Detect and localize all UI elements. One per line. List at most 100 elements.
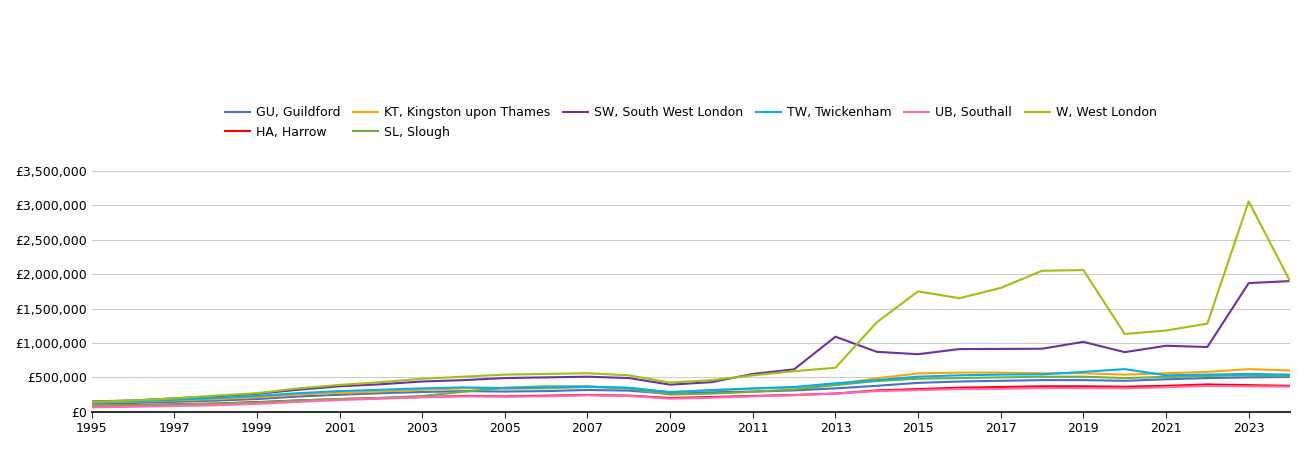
GU, Guildford (1075, 378, 1091, 383)
SL, Slough (497, 385, 513, 391)
SL, Slough (993, 375, 1009, 380)
HA, Harrow (455, 393, 471, 399)
GU, Guildford (827, 386, 843, 391)
UB, Southall (745, 394, 761, 399)
W, West London (207, 393, 223, 398)
TW, Twickenham (911, 374, 927, 379)
SL, Slough (951, 375, 967, 381)
SW, South West London (331, 383, 347, 389)
UB, Southall (84, 405, 99, 410)
KT, Kingston upon Thames (827, 382, 843, 387)
SW, South West London (1159, 343, 1174, 348)
HA, Harrow (745, 393, 761, 399)
GU, Guildford (249, 396, 265, 402)
TW, Twickenham (827, 381, 843, 386)
SL, Slough (331, 396, 347, 402)
TW, Twickenham (745, 386, 761, 391)
Legend: GU, Guildford, HA, Harrow, KT, Kingston upon Thames, SL, Slough, SW, South West : GU, Guildford, HA, Harrow, KT, Kingston … (219, 101, 1161, 144)
UB, Southall (663, 396, 679, 401)
TW, Twickenham (1241, 371, 1257, 377)
UB, Southall (249, 401, 265, 407)
HA, Harrow (621, 393, 637, 398)
KT, Kingston upon Thames (291, 392, 307, 397)
UB, Southall (291, 399, 307, 405)
HA, Harrow (911, 387, 927, 392)
W, West London (291, 386, 307, 391)
KT, Kingston upon Thames (745, 386, 761, 391)
KT, Kingston upon Thames (1283, 368, 1298, 373)
UB, Southall (415, 395, 431, 400)
KT, Kingston upon Thames (167, 398, 183, 403)
UB, Southall (1283, 384, 1298, 389)
HA, Harrow (125, 403, 141, 408)
HA, Harrow (1159, 383, 1174, 388)
SL, Slough (787, 387, 803, 392)
KT, Kingston upon Thames (1199, 369, 1215, 374)
W, West London (331, 382, 347, 387)
GU, Guildford (331, 392, 347, 397)
SW, South West London (1075, 339, 1091, 345)
HA, Harrow (373, 395, 389, 400)
W, West London (1159, 328, 1174, 333)
SW, South West London (787, 367, 803, 372)
Line: SL, Slough: SL, Slough (91, 375, 1291, 406)
W, West London (373, 379, 389, 385)
GU, Guildford (1035, 378, 1051, 383)
SW, South West London (167, 396, 183, 401)
TW, Twickenham (167, 397, 183, 402)
KT, Kingston upon Thames (911, 371, 927, 376)
SW, South West London (621, 375, 637, 381)
SW, South West London (1283, 279, 1298, 284)
SL, Slough (1075, 374, 1091, 379)
SW, South West London (291, 387, 307, 392)
UB, Southall (579, 392, 595, 398)
SL, Slough (167, 402, 183, 407)
GU, Guildford (1283, 374, 1298, 380)
HA, Harrow (84, 403, 99, 409)
KT, Kingston upon Thames (331, 390, 347, 396)
W, West London (84, 399, 99, 405)
HA, Harrow (951, 385, 967, 391)
SL, Slough (1159, 374, 1174, 380)
SW, South West London (1199, 344, 1215, 350)
UB, Southall (621, 393, 637, 399)
HA, Harrow (787, 392, 803, 398)
SL, Slough (621, 386, 637, 391)
KT, Kingston upon Thames (1075, 370, 1091, 376)
UB, Southall (1241, 383, 1257, 389)
KT, Kingston upon Thames (869, 376, 885, 381)
SL, Slough (249, 400, 265, 405)
HA, Harrow (579, 392, 595, 398)
HA, Harrow (827, 391, 843, 396)
UB, Southall (827, 391, 843, 396)
UB, Southall (1035, 385, 1051, 391)
TW, Twickenham (787, 384, 803, 390)
SL, Slough (373, 395, 389, 400)
HA, Harrow (1283, 383, 1298, 388)
TW, Twickenham (993, 372, 1009, 377)
HA, Harrow (249, 400, 265, 405)
W, West London (1075, 267, 1091, 273)
GU, Guildford (1241, 375, 1257, 380)
HA, Harrow (291, 398, 307, 403)
TW, Twickenham (1159, 373, 1174, 378)
GU, Guildford (579, 387, 595, 393)
UB, Southall (869, 388, 885, 394)
SW, South West London (497, 375, 513, 381)
SW, South West London (373, 382, 389, 387)
W, West London (663, 380, 679, 385)
UB, Southall (1159, 384, 1174, 390)
W, West London (745, 373, 761, 378)
TW, Twickenham (249, 393, 265, 399)
W, West London (1199, 321, 1215, 326)
W, West London (621, 373, 637, 378)
HA, Harrow (869, 388, 885, 393)
W, West London (125, 398, 141, 403)
TW, Twickenham (1035, 372, 1051, 377)
KT, Kingston upon Thames (703, 387, 719, 393)
HA, Harrow (167, 402, 183, 407)
HA, Harrow (703, 394, 719, 400)
GU, Guildford (125, 400, 141, 406)
HA, Harrow (539, 393, 555, 398)
TW, Twickenham (331, 388, 347, 394)
